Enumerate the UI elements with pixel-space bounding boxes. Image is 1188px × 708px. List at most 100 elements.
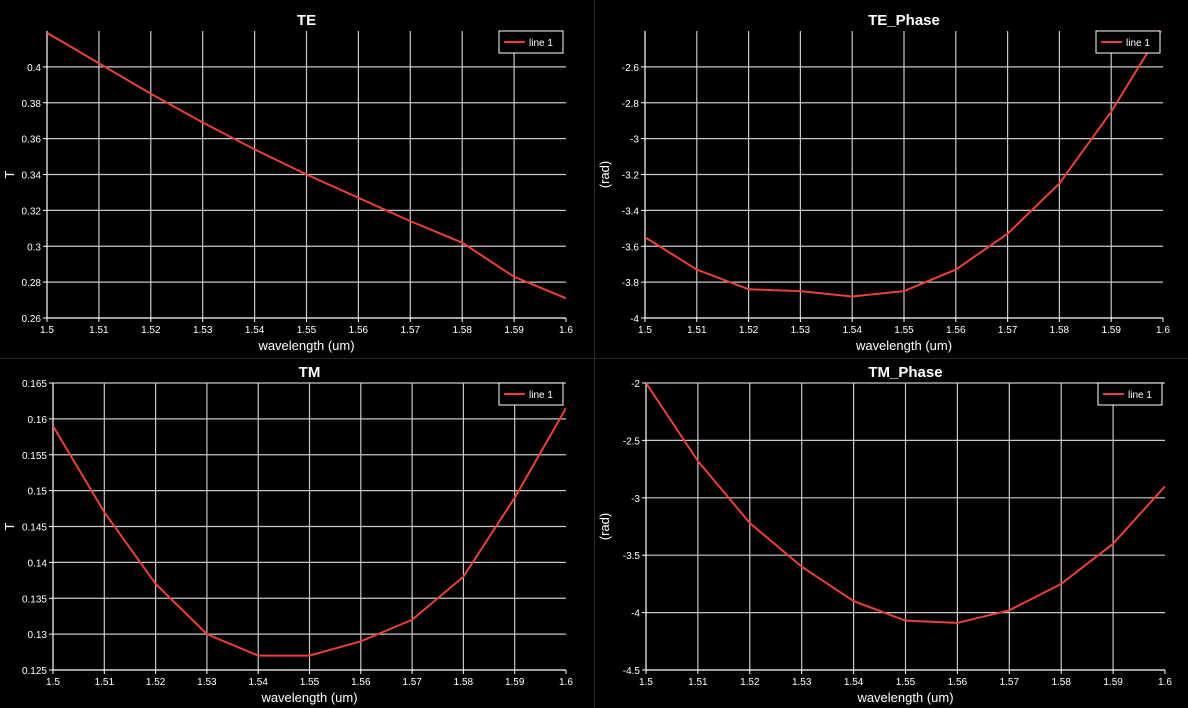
x-tick-label: 1.54 [844,677,864,688]
y-tick-label: 0.135 [22,594,47,605]
chart-panel-te-phase: TE_Phase 1.5 1.51 1.52 1.53 1.54 1.55 1.56 1.57 1… [595,0,1188,358]
x-tick-label: 1.54 [245,325,265,336]
x-tick-label: 1.56 [948,677,968,688]
y-tick-label: 0.15 [28,487,48,498]
y-tick-label: 0.32 [22,206,42,217]
y-tick-label: -3.4 [622,206,640,217]
x-tick-label: 1.57 [401,325,421,336]
y-tick-label: 0.155 [22,451,47,462]
y-tick-label: -4 [630,314,639,325]
legend: line 1 [498,30,564,54]
x-tick-label: 1.59 [505,677,525,688]
x-axis-label: wavelength (um) [257,338,354,353]
x-tick-label: 1.5 [46,677,60,688]
legend-box [498,382,564,406]
series-line [53,407,566,657]
y-tick-label: 0.3 [27,242,41,253]
y-tick-label: 0.4 [27,63,41,74]
legend-label: line 1 [529,38,553,49]
legend-label: line 1 [529,390,553,401]
x-tick-label: 1.52 [740,677,760,688]
y-tick-label: 0.125 [22,666,47,677]
x-tick-label: 1.51 [95,677,115,688]
y-tick-label: -3.8 [622,278,640,289]
x-tick-label: 1.5 [639,677,653,688]
y-tick-label: -2.6 [622,63,640,74]
x-tick-label: 1.54 [842,325,862,336]
y-tick-label: -4.5 [623,666,641,677]
y-tick-label: -2 [631,379,640,390]
legend-box [1097,382,1163,406]
y-tick-label: 0.16 [28,415,48,426]
y-axis-label: T [2,170,17,178]
series-line [47,31,566,300]
chart-title-te: TE [297,12,316,29]
x-tick-label: 1.6 [559,325,573,336]
y-tick-label: -3.2 [622,171,640,182]
x-tick-label: 1.55 [300,677,320,688]
y-tick-label: 0.34 [22,171,42,182]
y-axis-label: (rad) [597,161,612,188]
x-tick-label: 1.57 [998,325,1018,336]
x-tick-label: 1.58 [452,325,472,336]
legend: line 1 [1095,30,1161,54]
x-tick-label: 1.51 [687,325,707,336]
x-tick-label: 1.55 [894,325,914,336]
x-tick-label: 1.58 [454,677,474,688]
x-tick-label: 1.53 [197,677,217,688]
chart-te-phase: TE_Phase 1.5 1.51 1.52 1.53 1.54 1.55 1.56 1.57 1… [597,12,1170,353]
x-tick-label: 1.59 [1101,325,1121,336]
y-tick-label: 0.38 [22,99,42,110]
vertical-divider [594,0,595,708]
x-axis-label: wavelength (um) [855,338,952,353]
y-tick-label: 0.14 [28,558,48,569]
x-tick-label: 1.52 [146,677,166,688]
x-tick-label: 1.56 [946,325,966,336]
chart-panel-tm-phase: TM_Phase 1.5 1.51 1.52 1.53 1.54 1.55 1.56 1.57 1… [595,359,1188,708]
legend-label: line 1 [1126,38,1150,49]
x-tick-label: 1.52 [739,325,759,336]
legend-label: line 1 [1128,390,1152,401]
chart-panel-te: TE 1.5 1.51 1.52 1.53 1.54 1.55 1.56 1.57 1.58 1.5… [0,0,594,358]
x-tick-label: 1.51 [688,677,708,688]
x-tick-label: 1.55 [896,677,916,688]
x-tick-label: 1.55 [297,325,317,336]
y-tick-label: -3 [630,135,639,146]
y-tick-label: -3.6 [622,242,640,253]
x-tick-label: 1.52 [141,325,161,336]
y-tick-label: -4 [631,609,640,620]
x-tick-label: 1.54 [248,677,268,688]
chart-tm: TM 1.5 1.51 1.52 1.53 1.54 1.55 1.56 1.57 1.58 1.5… [2,364,573,705]
y-tick-label: 0.26 [22,314,42,325]
x-tick-label: 1.59 [504,325,524,336]
y-axis-label: T [2,522,17,530]
legend-box [498,30,564,54]
legend: line 1 [498,382,564,406]
x-tick-label: 1.57 [402,677,422,688]
chart-panel-tm: TM 1.5 1.51 1.52 1.53 1.54 1.55 1.56 1.57 1.58 1.5… [0,359,594,708]
x-tick-label: 1.53 [193,325,213,336]
chart-title-tm-phase: TM_Phase [868,364,942,381]
horizontal-divider [0,358,1188,359]
x-tick-label: 1.59 [1103,677,1123,688]
x-axis-label: wavelength (um) [260,690,357,705]
series-line [646,383,1165,624]
x-tick-label: 1.51 [89,325,109,336]
chart-tm-phase: TM_Phase 1.5 1.51 1.52 1.53 1.54 1.55 1.56 1.57 1… [597,364,1172,705]
y-axis-label: (rad) [597,513,612,540]
x-axis-label: wavelength (um) [856,690,953,705]
y-tick-label: 0.165 [22,379,47,390]
x-tick-label: 1.53 [791,325,811,336]
y-tick-label: 0.13 [28,630,48,641]
y-tick-label: -3 [631,494,640,505]
x-tick-label: 1.53 [792,677,812,688]
x-tick-label: 1.58 [1050,325,1070,336]
x-tick-label: 1.6 [1158,677,1172,688]
x-tick-label: 1.6 [559,677,573,688]
x-tick-label: 1.56 [349,325,369,336]
chart-title-tm: TM [299,364,321,381]
legend: line 1 [1097,382,1163,406]
x-tick-label: 1.57 [1000,677,1020,688]
chart-te: TE 1.5 1.51 1.52 1.53 1.54 1.55 1.56 1.57 1.58 1.5… [2,12,573,353]
x-tick-label: 1.58 [1051,677,1071,688]
